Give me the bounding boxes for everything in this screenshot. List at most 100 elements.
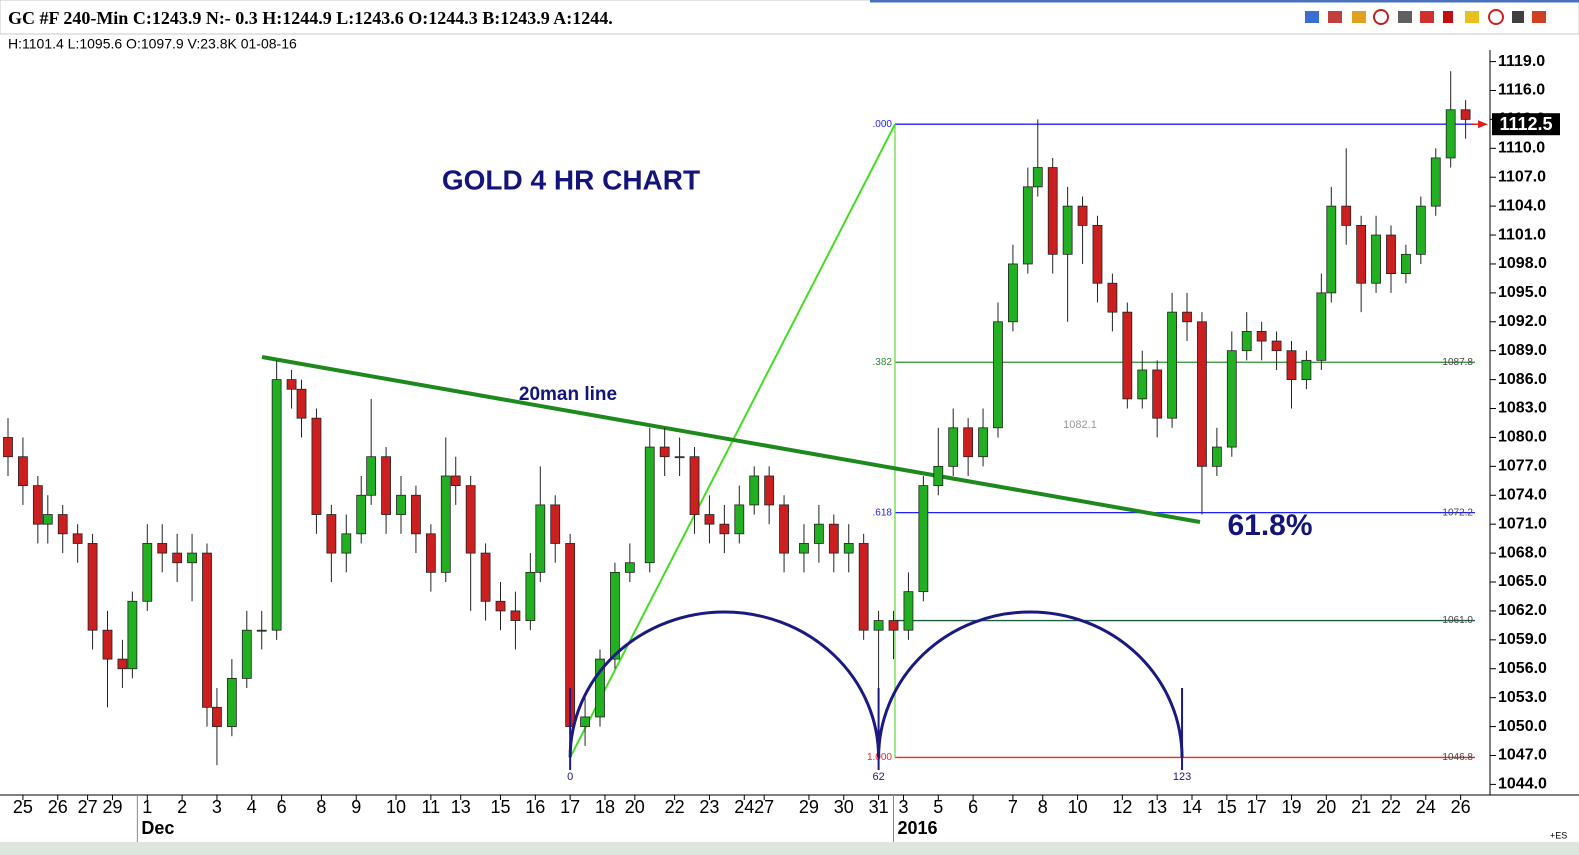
x-tick-label: 12 [1112, 797, 1132, 817]
tool-icon[interactable] [1420, 11, 1434, 23]
candle-body [1167, 311, 1178, 419]
candle-body [450, 475, 461, 487]
candle-body [1241, 331, 1252, 352]
tool-icon[interactable] [1465, 11, 1479, 23]
candle-body [1326, 205, 1337, 294]
candle-body [465, 485, 476, 554]
x-tick-label: 25 [13, 797, 33, 817]
candle-body [311, 417, 322, 515]
fib-ratio-label: .000 [873, 119, 893, 130]
candle-body [1152, 369, 1163, 419]
candle-body [1386, 234, 1396, 274]
candle-body [1356, 225, 1367, 284]
candle-body [903, 591, 914, 631]
candle-body [749, 475, 760, 506]
last-price-box [1492, 113, 1560, 136]
candle-body [764, 475, 775, 506]
x-tick-label: 3 [898, 797, 908, 817]
x-tick-label: 2 [177, 797, 187, 817]
month-label: 2016 [898, 818, 938, 838]
y-tick-label: 1116.0 [1498, 82, 1545, 99]
y-tick-label: 1059.0 [1498, 631, 1547, 648]
x-tick-label: 24 [734, 797, 754, 817]
candle-body [1371, 234, 1381, 284]
y-tick-label: 1101.0 [1498, 226, 1546, 243]
tool-icon[interactable] [1373, 9, 1389, 25]
x-tick-label: 29 [102, 797, 122, 817]
candle-body [1211, 446, 1222, 467]
x-tick-label: 20 [1316, 797, 1336, 817]
candle-body [1137, 369, 1148, 400]
annotation: 20man line [519, 384, 617, 405]
candle-body [440, 475, 451, 573]
tool-icon[interactable] [1398, 11, 1412, 23]
x-tick-label: 13 [1147, 797, 1167, 817]
tool-icon[interactable] [1512, 11, 1524, 23]
candle-body [396, 494, 406, 515]
tool-icon[interactable] [1488, 9, 1504, 25]
price-arrow [1478, 120, 1488, 129]
x-tick-label: 13 [451, 797, 471, 817]
tool-icon[interactable] [1305, 11, 1319, 23]
candle-body [425, 533, 436, 573]
candle-body [1092, 225, 1103, 284]
x-tick-label: 26 [1451, 797, 1471, 817]
candle-body [356, 494, 367, 535]
cycle-label: 123 [1173, 771, 1191, 783]
x-tick-label: 18 [595, 797, 615, 817]
candle-body [644, 446, 655, 564]
cycle-label: 62 [872, 771, 884, 783]
fib-ratio-label: .618 [873, 507, 893, 518]
y-tick-label: 1083.0 [1498, 400, 1547, 417]
trend-line [261, 355, 1201, 524]
tool-icon[interactable] [1328, 11, 1342, 23]
candle-body [659, 446, 670, 458]
x-tick-label: 5 [933, 797, 943, 817]
y-tick-label: 1086.0 [1498, 371, 1547, 388]
candle-body [212, 706, 222, 727]
fib-price-label: 1061.0 [1442, 615, 1473, 626]
x-tick-label: 7 [1008, 797, 1018, 817]
candle-body [202, 552, 212, 708]
candle-body [779, 504, 789, 554]
candle-body [341, 533, 352, 554]
x-tick-label: 29 [799, 797, 819, 817]
tool-icon[interactable] [1443, 11, 1453, 23]
candle-body [117, 658, 128, 670]
candle-body [828, 523, 839, 554]
candle-body [1415, 205, 1426, 255]
candle-body [271, 379, 282, 631]
cycle-arc [568, 610, 881, 758]
candle-body [918, 485, 929, 593]
y-tick-label: 1077.0 [1498, 458, 1547, 475]
candle-body [42, 514, 53, 525]
tool-icon[interactable] [1532, 11, 1546, 23]
candle-body [674, 456, 685, 459]
y-tick-label: 1056.0 [1498, 660, 1547, 677]
cycle-label: 0 [567, 771, 573, 783]
candle-body [142, 543, 153, 602]
candle-body [1047, 167, 1058, 255]
x-tick-label: 15 [1217, 797, 1237, 817]
price-axis [1490, 50, 1579, 795]
candle-body [72, 533, 83, 544]
fib-ratio-label: .382 [873, 357, 893, 368]
candle-body [843, 543, 854, 554]
candle-body [172, 552, 183, 564]
status-strip [0, 842, 1579, 855]
candle-body [241, 629, 252, 679]
x-tick-label: 10 [1068, 797, 1088, 817]
toolbar [1305, 9, 1546, 25]
candle-body [1445, 109, 1456, 159]
candle-body [873, 620, 884, 631]
symbol-header: GC #F 240-Min C:1243.9 N:- 0.3 H:1244.9 … [8, 8, 613, 28]
candle-body [57, 514, 68, 535]
candle-body [1032, 167, 1043, 188]
candle-body [1271, 340, 1282, 352]
y-tick-label: 1089.0 [1498, 342, 1547, 359]
y-tick-label: 1068.0 [1498, 544, 1547, 561]
tool-icon[interactable] [1352, 11, 1366, 23]
candle-body [127, 600, 138, 670]
fib-ratio-label: 1.000 [867, 752, 892, 763]
y-tick-label: 1104.0 [1498, 197, 1546, 214]
